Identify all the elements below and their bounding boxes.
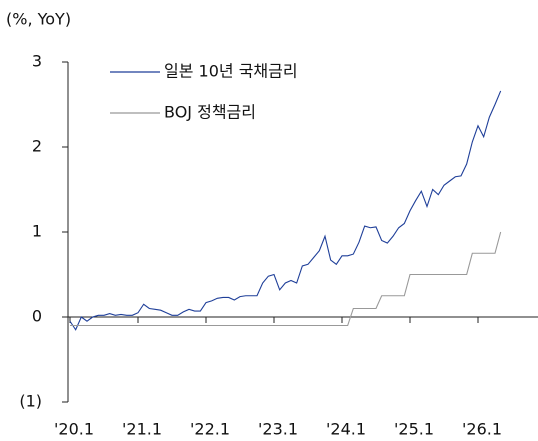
x-tick-label: '24.1 xyxy=(326,420,366,439)
x-tick-label: '20.1 xyxy=(54,420,94,439)
legend-label: BOJ 정책금리 xyxy=(164,103,256,122)
y-tick-label: 2 xyxy=(32,137,42,156)
x-tick-label: '26.1 xyxy=(462,420,502,439)
series-line xyxy=(69,90,502,331)
x-tick-label: '23.1 xyxy=(258,420,298,439)
y-tick-label: 3 xyxy=(32,52,42,71)
y-axis-label: (%, YoY) xyxy=(6,10,71,29)
y-tick-label: (1) xyxy=(19,392,42,411)
y-tick-label: 1 xyxy=(32,222,42,241)
x-tick-label: '21.1 xyxy=(122,420,162,439)
legend-label: 일본 10년 국채금리 xyxy=(164,62,298,81)
x-tick-label: '22.1 xyxy=(190,420,230,439)
x-tick-label: '25.1 xyxy=(394,420,434,439)
y-tick-label: 0 xyxy=(32,307,42,326)
series-line xyxy=(70,231,502,327)
